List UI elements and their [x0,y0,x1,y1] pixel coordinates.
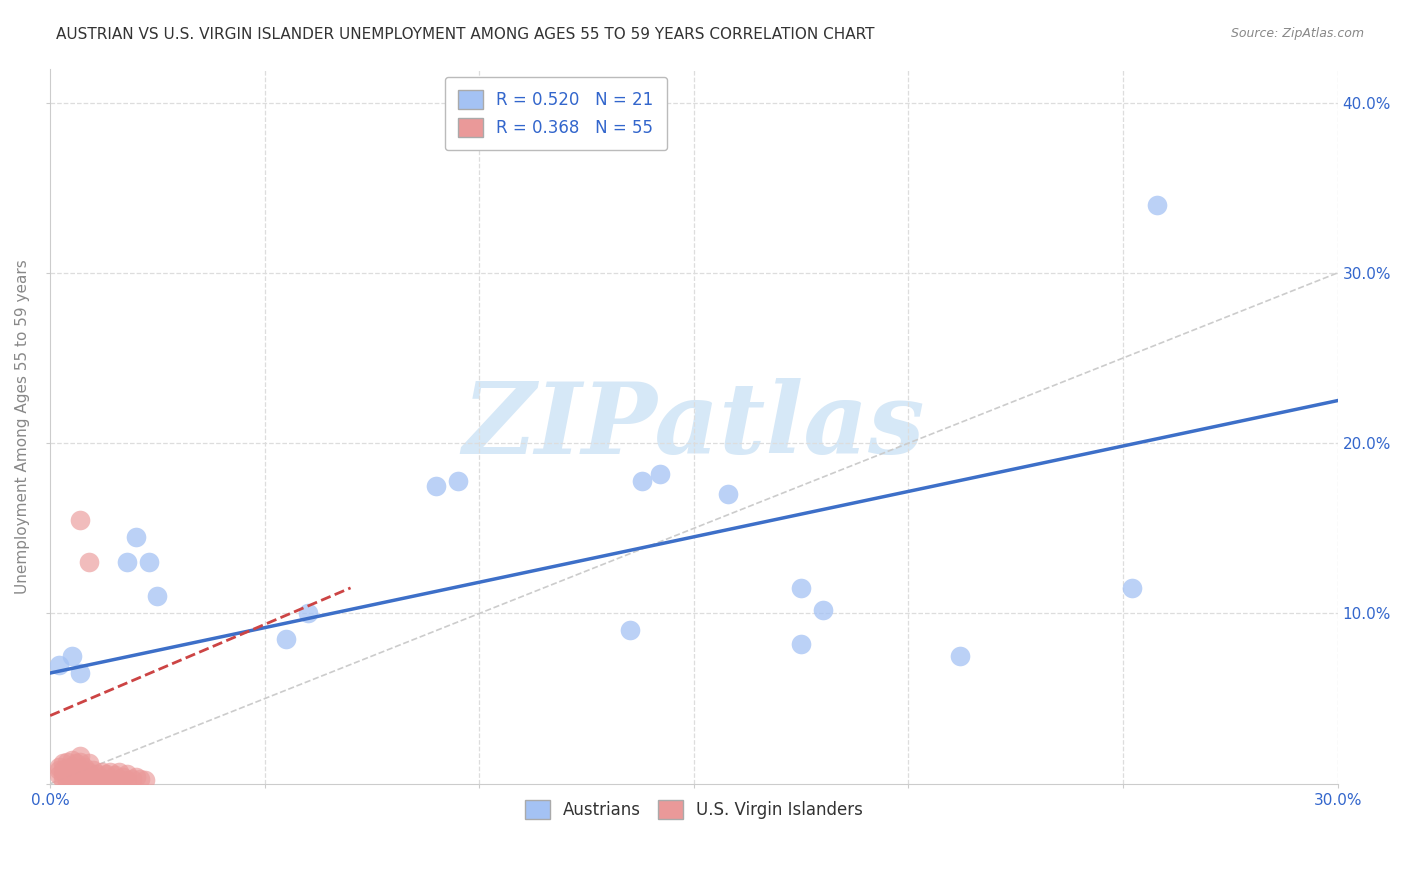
Point [56,761,79,775]
Point [619,624,641,638]
Point [60,753,83,767]
Point [69,749,91,764]
Point [146,590,169,604]
Point [138,555,160,569]
Point [65,756,87,771]
Point [60,648,83,663]
Point [48,768,70,782]
Point [98,772,121,786]
Y-axis label: Unemployment Among Ages 55 to 59 years: Unemployment Among Ages 55 to 59 years [15,259,30,593]
Point [52,756,75,771]
Point [94,766,117,780]
Point [77,772,100,786]
Point [48,657,70,672]
Point [1146,198,1168,212]
Point [90,772,112,786]
Point [297,607,319,621]
Point [69,666,91,681]
Point [447,474,470,488]
Point [276,632,298,646]
Point [65,763,87,777]
Point [631,474,654,488]
Point [125,530,148,544]
Point [65,775,87,789]
Point [69,772,91,786]
Text: Source: ZipAtlas.com: Source: ZipAtlas.com [1230,27,1364,40]
Point [90,764,112,779]
Point [52,763,75,777]
Point [52,768,75,782]
Point [77,756,100,771]
Point [117,773,139,788]
Point [82,775,104,789]
Point [60,773,83,788]
Point [121,772,143,786]
Point [117,766,139,780]
Point [117,555,139,569]
Point [69,766,91,780]
Point [73,768,96,782]
Text: AUSTRIAN VS U.S. VIRGIN ISLANDER UNEMPLOYMENT AMONG AGES 55 TO 59 YEARS CORRELAT: AUSTRIAN VS U.S. VIRGIN ISLANDER UNEMPLO… [56,27,875,42]
Point [73,773,96,788]
Legend: Austrians, U.S. Virgin Islanders: Austrians, U.S. Virgin Islanders [519,793,870,825]
Point [125,770,148,784]
Point [949,648,972,663]
Point [48,763,70,777]
Point [94,773,117,788]
Point [112,770,135,784]
Point [103,773,125,788]
Point [65,770,87,784]
Point [129,772,152,786]
Point [52,773,75,788]
Point [790,637,813,651]
Point [107,764,129,779]
Point [1121,581,1143,595]
Point [69,755,91,769]
Point [69,513,91,527]
Point [648,467,671,481]
Point [56,766,79,780]
Point [60,764,83,779]
Point [86,773,108,788]
Point [77,555,100,569]
Point [77,764,100,779]
Point [82,763,104,777]
Point [107,772,129,786]
Point [811,603,834,617]
Point [48,760,70,774]
Point [56,772,79,786]
Point [82,770,104,784]
Point [60,770,83,784]
Text: ZIPatlas: ZIPatlas [463,378,925,475]
Point [56,755,79,769]
Point [425,479,447,493]
Point [717,487,740,501]
Point [790,581,813,595]
Point [86,766,108,780]
Point [73,760,96,774]
Point [103,768,125,782]
Point [60,760,83,774]
Point [69,761,91,775]
Point [134,773,156,788]
Point [98,764,121,779]
